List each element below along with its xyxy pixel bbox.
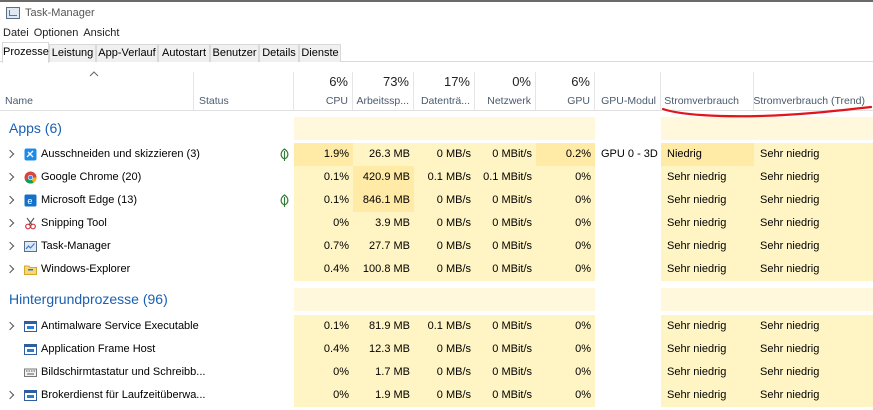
title-bar: Task-Manager	[0, 2, 873, 24]
sort-ascending-icon[interactable]	[89, 71, 99, 77]
svg-text:e: e	[27, 196, 32, 206]
group-header-background[interactable]: Hintergrundprozesse (96)	[0, 288, 873, 311]
expand-chevron-icon[interactable]	[5, 321, 15, 331]
red-underline-annotation	[661, 105, 873, 118]
service-window-icon	[24, 321, 37, 332]
task-manager-icon	[6, 7, 20, 19]
tab-bar: Prozesse Leistung App-Verlauf Autostart …	[0, 42, 873, 63]
tab-app-verlauf[interactable]: App-Verlauf	[96, 44, 158, 62]
process-row[interactable]: Windows-Explorer 0.4% 100.8 MB 0 MB/s 0 …	[0, 258, 873, 281]
column-network[interactable]: 0% Netzwerk	[475, 72, 536, 110]
tab-leistung[interactable]: Leistung	[49, 44, 96, 62]
expand-chevron-icon[interactable]	[5, 218, 15, 228]
column-power-trend[interactable]: Stromverbrauch (Trend)	[753, 95, 865, 107]
edge-icon: e	[24, 194, 37, 207]
menu-optionen[interactable]: Optionen	[33, 27, 79, 39]
column-status[interactable]: Status	[194, 72, 294, 110]
expand-chevron-icon[interactable]	[5, 390, 15, 400]
process-row[interactable]: Antimalware Service Executable 0.1% 81.9…	[0, 315, 873, 338]
tab-benutzer[interactable]: Benutzer	[210, 44, 259, 62]
column-memory[interactable]: 73% Arbeitssp...	[353, 72, 414, 110]
service-window-icon	[24, 390, 37, 401]
task-manager-icon	[24, 241, 37, 252]
tab-dienste[interactable]: Dienste	[299, 44, 341, 62]
process-row[interactable]: Ausschneiden und skizzieren (3) 1.9% 26.…	[0, 143, 873, 166]
efficiency-leaf-icon	[280, 148, 289, 161]
column-disk[interactable]: 17% Datenträ...	[414, 72, 475, 110]
efficiency-leaf-icon	[280, 194, 289, 207]
menu-ansicht[interactable]: Ansicht	[83, 27, 120, 39]
menu-datei[interactable]: Datei	[3, 27, 29, 39]
window-title: Task-Manager	[25, 7, 95, 19]
group-title-apps: Apps (6)	[9, 120, 62, 136]
process-row[interactable]: Application Frame Host 0.4% 12.3 MB 0 MB…	[0, 338, 873, 361]
group-header-apps[interactable]: Apps (6)	[0, 117, 873, 140]
expand-chevron-icon[interactable]	[5, 149, 15, 159]
process-row[interactable]: Google Chrome (20) 0.1% 420.9 MB 0.1 MB/…	[0, 166, 873, 189]
process-row[interactable]: Task-Manager 0.7% 27.7 MB 0 MB/s 0 MBit/…	[0, 235, 873, 258]
expand-chevron-icon[interactable]	[5, 264, 15, 274]
expand-chevron-icon[interactable]	[5, 172, 15, 182]
process-row[interactable]: e Microsoft Edge (13) 0.1% 846.1 MB 0 MB…	[0, 189, 873, 212]
expand-chevron-icon[interactable]	[5, 195, 15, 205]
chrome-icon	[24, 171, 37, 184]
tab-details[interactable]: Details	[259, 44, 299, 62]
tab-autostart[interactable]: Autostart	[158, 44, 210, 62]
column-header: Name Status 6% CPU 73% Arbeitssp... 17% …	[0, 62, 873, 111]
column-power-usage[interactable]: Stromverbrauch	[661, 72, 754, 110]
window-top-border	[0, 0, 873, 2]
process-row[interactable]: Bildschirmtastatur und Schreibb... 0% 1.…	[0, 361, 873, 384]
folder-icon	[24, 265, 37, 275]
snipping-tool-icon	[25, 217, 36, 230]
snip-sketch-icon	[24, 148, 37, 161]
process-row[interactable]: Brokerdienst für Laufzeitüberwa... 0% 1.…	[0, 384, 873, 407]
group-title-background: Hintergrundprozesse (96)	[9, 291, 168, 307]
tab-prozesse[interactable]: Prozesse	[2, 42, 49, 63]
column-name[interactable]: Name	[0, 72, 194, 110]
keyboard-icon	[24, 368, 37, 377]
menu-bar: Datei Optionen Ansicht	[0, 24, 124, 42]
column-cpu[interactable]: 6% CPU	[294, 72, 353, 110]
column-gpu[interactable]: 6% GPU	[536, 72, 595, 110]
column-gpu-engine[interactable]: GPU-Modul	[595, 72, 661, 110]
process-row[interactable]: Snipping Tool 0% 3.9 MB 0 MB/s 0 MBit/s …	[0, 212, 873, 235]
service-window-icon	[24, 344, 37, 355]
expand-chevron-icon[interactable]	[5, 241, 15, 251]
